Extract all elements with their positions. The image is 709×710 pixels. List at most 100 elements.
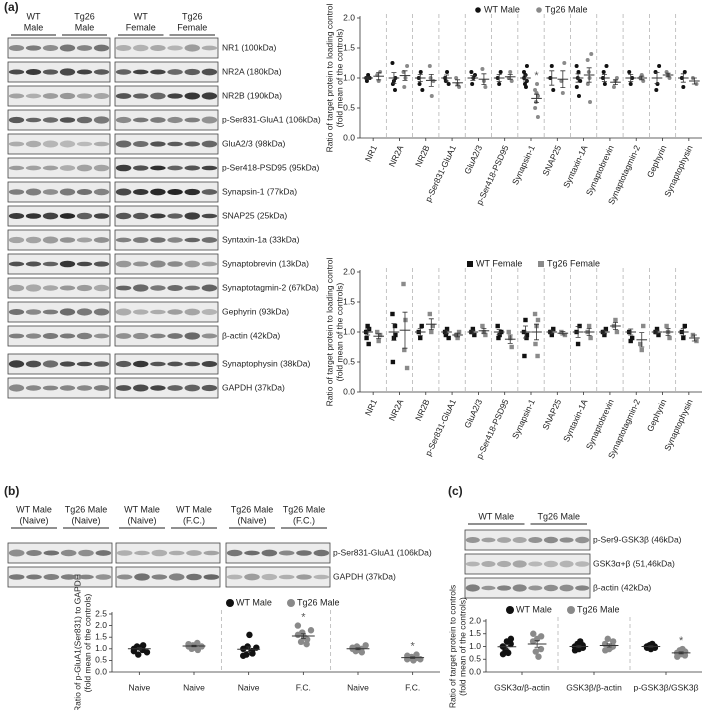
blot-band bbox=[559, 537, 574, 543]
blot-band bbox=[42, 189, 59, 195]
y-tick-label: 1.5 bbox=[469, 628, 481, 638]
blot-band bbox=[60, 549, 77, 557]
data-point bbox=[628, 82, 633, 86]
error-bar bbox=[601, 74, 607, 82]
data-point bbox=[586, 323, 592, 329]
blot-band bbox=[93, 284, 110, 292]
data-point bbox=[524, 64, 529, 68]
group-header: WT bbox=[27, 11, 41, 21]
blot-band bbox=[184, 237, 200, 243]
blot-band bbox=[559, 560, 574, 568]
blot-frame bbox=[114, 205, 219, 227]
blot-band bbox=[481, 585, 496, 591]
data-point bbox=[419, 323, 424, 329]
data-point bbox=[444, 326, 450, 332]
error-bar bbox=[654, 72, 660, 84]
y-axis-label: Ratio of target protein to loading contr… bbox=[324, 257, 334, 406]
data-point bbox=[664, 323, 669, 329]
blot-band bbox=[93, 164, 110, 172]
data-point bbox=[638, 341, 643, 347]
blot-band bbox=[42, 212, 59, 220]
group-header: Tg26 Male bbox=[65, 504, 108, 514]
blot-label: Syntaxin-1a (33kDa) bbox=[222, 234, 300, 244]
blot-band bbox=[133, 261, 149, 267]
data-point bbox=[559, 329, 564, 335]
group-header: Tg26 Male bbox=[537, 511, 580, 521]
blot-band bbox=[42, 236, 59, 244]
blot-band bbox=[150, 188, 166, 196]
blot-band bbox=[201, 284, 218, 292]
significance-marker: * bbox=[534, 70, 539, 82]
data-point bbox=[614, 329, 620, 335]
group-header: (Naive) bbox=[19, 515, 48, 525]
data-point bbox=[533, 341, 538, 347]
data-point bbox=[535, 82, 540, 86]
data-point bbox=[655, 82, 660, 86]
legend-marker bbox=[538, 261, 544, 267]
data-point bbox=[455, 335, 460, 341]
blot-band bbox=[93, 69, 110, 75]
blot-band bbox=[201, 261, 218, 267]
error-bar bbox=[455, 79, 461, 87]
blot-band bbox=[201, 165, 218, 171]
blot-band bbox=[201, 308, 218, 316]
x-tick-label: NR2B bbox=[413, 143, 432, 168]
data-point bbox=[681, 85, 686, 89]
blot-band bbox=[59, 385, 76, 391]
blot-band bbox=[25, 213, 42, 219]
blot-band bbox=[95, 574, 112, 580]
blot-band bbox=[184, 285, 200, 291]
y-tick-label: 2.0 bbox=[95, 620, 107, 630]
blot-band bbox=[95, 550, 112, 556]
blot-label: β-actin (42kDa) bbox=[222, 330, 280, 340]
blot-band bbox=[8, 384, 25, 392]
blot-band bbox=[296, 550, 312, 556]
x-tick-label: GSK3β/β-actin bbox=[566, 682, 622, 692]
blot-label: Synaptophysin (38kDa) bbox=[222, 358, 311, 368]
blot-frame bbox=[464, 577, 591, 599]
blot-band bbox=[575, 536, 590, 544]
data-point bbox=[575, 341, 581, 347]
error-bar bbox=[691, 334, 697, 342]
blot-band bbox=[116, 574, 133, 580]
error-bar bbox=[680, 73, 686, 83]
blot-frame bbox=[114, 61, 219, 83]
x-tick-label: Syntaxin-1A bbox=[561, 143, 590, 189]
data-point bbox=[483, 85, 488, 89]
data-point bbox=[498, 70, 503, 74]
blot-band bbox=[465, 561, 480, 567]
group-header: Tg26 bbox=[74, 11, 95, 21]
blot-frame bbox=[114, 109, 219, 131]
data-point bbox=[417, 82, 422, 86]
blot-band bbox=[8, 212, 25, 220]
group-header: Female bbox=[177, 22, 207, 32]
blot-band bbox=[76, 284, 93, 292]
data-point bbox=[392, 88, 397, 92]
x-tick-label: GSK3α/β-actin bbox=[494, 682, 550, 692]
blot-band bbox=[43, 573, 60, 581]
data-point bbox=[628, 338, 633, 344]
data-point bbox=[535, 115, 540, 119]
blot-band bbox=[76, 116, 93, 124]
blot-frame bbox=[7, 301, 111, 323]
data-point bbox=[470, 82, 475, 86]
data-point bbox=[139, 642, 147, 649]
blot-band bbox=[133, 332, 149, 340]
blot-band bbox=[93, 261, 110, 267]
blot-band bbox=[93, 308, 110, 316]
blot-band bbox=[150, 309, 166, 315]
blot-band bbox=[201, 384, 218, 392]
x-tick-label: Synaptophysin bbox=[662, 143, 695, 198]
blot-frame bbox=[7, 542, 113, 564]
blot-band bbox=[25, 188, 42, 196]
blot-band bbox=[201, 92, 218, 100]
y-axis-label: Ratio of p-GluA1(Ser831) to GAPDH bbox=[72, 574, 82, 710]
data-point bbox=[576, 94, 581, 98]
data-point bbox=[392, 323, 398, 329]
blot-frame bbox=[464, 529, 591, 551]
data-point bbox=[483, 332, 488, 338]
data-point bbox=[603, 326, 609, 332]
data-point bbox=[533, 88, 538, 92]
blot-band bbox=[25, 309, 42, 315]
data-point bbox=[365, 323, 370, 329]
